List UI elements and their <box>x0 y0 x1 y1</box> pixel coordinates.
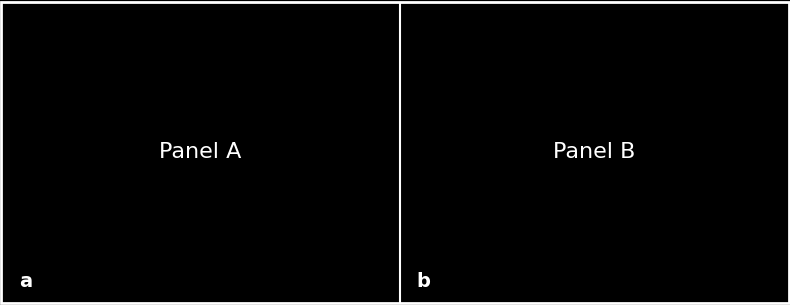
Text: a: a <box>19 272 32 291</box>
Text: b: b <box>417 272 431 291</box>
Text: Panel A: Panel A <box>159 142 242 163</box>
Text: Panel B: Panel B <box>553 142 636 163</box>
